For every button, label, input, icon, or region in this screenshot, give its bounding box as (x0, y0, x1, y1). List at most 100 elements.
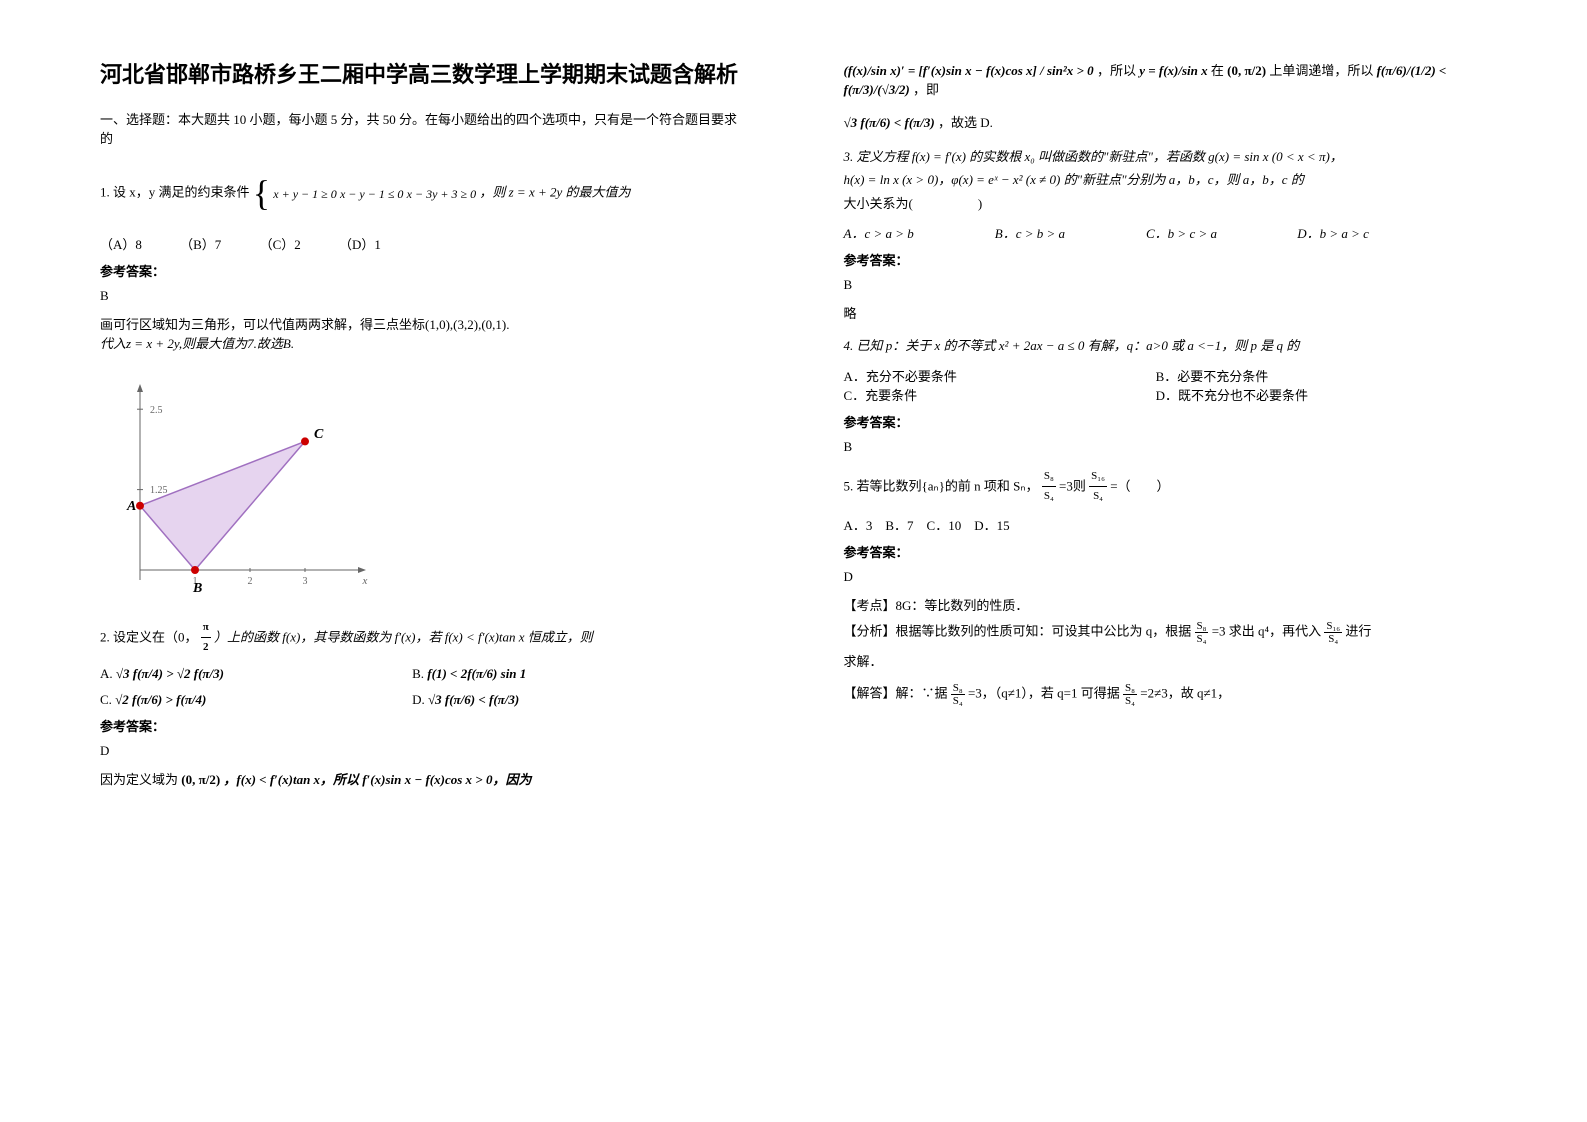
p4-optC: C．充要条件 (844, 385, 1153, 404)
p3-l3: 大小关系为( ) (844, 192, 1488, 215)
p5-f1-num: S₈ (1042, 467, 1056, 488)
p3-l2: h(x) = ln x (x > 0)，φ(x) = eˣ − x² (x ≠ … (844, 168, 1488, 191)
p1-sys3: x − 3y + 3 ≥ 0 (407, 187, 476, 201)
col2-eq2: y = f(x)/sin x (1139, 63, 1207, 78)
p5-fx-f2d: S₄ (1324, 633, 1342, 645)
left-brace-icon: { (253, 173, 270, 213)
optA-label: A. (100, 666, 113, 681)
p5-fx-a: 【分析】根据等比数列的性质可知：可设其中公比为 q，根据 (844, 624, 1192, 639)
p3-answer: B (844, 277, 1488, 293)
section-1-header: 一、选择题：本大题共 10 小题，每小题 5 分，共 50 分。在每小题给出的四… (100, 109, 744, 147)
p5-options: A．3 B．7 C．10 D．15 (844, 515, 1488, 534)
p5-f2-den: S₄ (1089, 487, 1107, 507)
p2-optD: √3 f(π/6) < f(π/3) (428, 692, 519, 707)
p1-optA: （A）8 (100, 234, 142, 253)
col2-choose: ，故选 D. (938, 115, 993, 130)
p1-optD: （D）1 (339, 234, 381, 253)
p5-fenxi: 【分析】根据等比数列的性质可知：可设其中公比为 q，根据 S₈ S₄ =3 求出… (844, 620, 1488, 645)
p5-f2-num: S₁₆ (1089, 467, 1107, 488)
problem-2: 2. 设定义在（0， π2 ）上的函数 f(x)，其导数函数为 f′(x)，若 … (100, 618, 744, 659)
col2-derivation: (f(x)/sin x)′ = [f′(x)sin x − f(x)cos x]… (844, 60, 1488, 98)
svg-text:3: 3 (303, 576, 308, 587)
exam-title: 河北省邯郸市路桥乡王二厢中学高三数学理上学期期末试题含解析 (100, 60, 744, 91)
p2-mid: ）上的函数 f(x)，其导数函数为 f′(x)，若 f(x) < f′(x)ta… (214, 629, 593, 644)
p5-fx-b: =3 求出 q⁴，再代入 (1212, 624, 1321, 639)
p4-answer-label: 参考答案： (844, 412, 1488, 431)
p1-explain2: 代入z = x + 2y,则最大值为7.故选B. (100, 333, 744, 352)
p5-f1-den: S₄ (1042, 487, 1056, 507)
p1-answer: B (100, 288, 744, 304)
col2-t2: 在 (1211, 63, 1224, 78)
p2-optC: √2 f(π/6) > f(π/4) (115, 692, 206, 707)
col2-t1: ，所以 (1097, 63, 1136, 78)
p5-jd-f1d: S₄ (951, 695, 965, 707)
p5-jd-a: 【解答】解：∵据 (844, 686, 948, 701)
p2-answer: D (100, 743, 744, 759)
p5-kaodian: 【考点】8G：等比数列的性质． (844, 595, 1488, 614)
p1-prefix: 1. 设 x，y 满足的约束条件 (100, 184, 250, 199)
p2-answer-label: 参考答案： (100, 716, 744, 735)
problem-5: 5. 若等比数列{aₙ}的前 n 项和 Sₙ， S₈ S₄ =3则 S₁₆ S₄… (844, 467, 1488, 508)
optB-label: B. (412, 666, 424, 681)
p3-l1: 3. 定义方程 f(x) = f′(x) 的实数根 x₀ 叫做函数的"新驻点"，… (844, 145, 1488, 168)
p2-explain: 因为定义域为 (0, π/2) ，f(x) < f′(x)tan x，所以 f′… (100, 769, 744, 788)
svg-text:1.25: 1.25 (150, 485, 168, 496)
col2-conclusion: √3 f(π/6) < f(π/3) ，故选 D. (844, 112, 1488, 131)
p4-options: A．充分不必要条件 B．必要不充分条件 C．充要条件 D．既不充分也不必要条件 (844, 366, 1488, 404)
p4-text: 4. 已知 p：关于 x 的不等式 x² + 2ax − a ≤ 0 有解，q：… (844, 338, 1300, 353)
svg-text:A: A (126, 499, 136, 514)
optC-label: C. (100, 692, 112, 707)
p3-optD: D．b > a > c (1297, 223, 1445, 242)
col2-int: (0, π/2) (1227, 63, 1266, 78)
p2-optA: √3 f(π/4) > √2 f(π/3) (116, 666, 224, 681)
p4-answer: B (844, 439, 1488, 455)
p4-optD: D．既不充分也不必要条件 (1156, 385, 1465, 404)
p3-answer-label: 参考答案： (844, 250, 1488, 269)
p4-optB: B．必要不充分条件 (1156, 366, 1465, 385)
p1-answer-label: 参考答案： (100, 261, 744, 280)
p5-jd-f2d: S₄ (1123, 695, 1137, 707)
p1-optC: （C）2 (260, 234, 301, 253)
svg-text:B: B (192, 581, 202, 596)
problem-1: 1. 设 x，y 满足的约束条件 { x + y − 1 ≥ 0 x − y −… (100, 161, 744, 226)
p1-sys2: x − y − 1 ≤ 0 (340, 187, 403, 201)
p2-optB: f(1) < 2f(π/6) sin 1 (427, 666, 526, 681)
p5-text-c: =（ ） (1110, 478, 1169, 493)
p5-text-b: =3则 (1059, 478, 1086, 493)
p5-jd-c: =2≠3，故 q≠1， (1140, 686, 1230, 701)
problem-3: 3. 定义方程 f(x) = f′(x) 的实数根 x₀ 叫做函数的"新驻点"，… (844, 145, 1488, 215)
p1-optB: （B）7 (180, 234, 221, 253)
problem-4: 4. 已知 p：关于 x 的不等式 x² + 2ax − a ≤ 0 有解，q：… (844, 334, 1488, 357)
p5-jd-f2n: S₈ (1123, 682, 1137, 695)
p3-options: A．c > a > b B．c > b > a C．b > c > a D．b … (844, 223, 1488, 242)
p5-fx-c: 进行 (1345, 624, 1371, 639)
p1-suffix: ，则 z = x + 2y 的最大值为 (479, 184, 630, 199)
col2-final: √3 f(π/6) < f(π/3) (844, 115, 935, 130)
p2-exp-int: (0, π/2) (181, 772, 220, 787)
p5-fx-d: 求解． (844, 651, 1488, 670)
svg-text:2: 2 (248, 576, 253, 587)
p5-text-a: 5. 若等比数列{aₙ}的前 n 项和 Sₙ， (844, 478, 1039, 493)
p5-fx-f1n: S₈ (1195, 620, 1209, 633)
feasible-region-chart: 1 2 3 x 1.25 2.5 A B C (100, 370, 380, 600)
p2-exp-a: 因为定义域为 (100, 772, 178, 787)
col2-eq1: (f(x)/sin x)′ = [f′(x)sin x − f(x)cos x]… (844, 63, 1094, 78)
optD-label: D. (412, 692, 425, 707)
p1-sys1: x + y − 1 ≥ 0 (273, 187, 336, 201)
p5-fx-f1d: S₄ (1195, 633, 1209, 645)
right-column: (f(x)/sin x)′ = [f′(x)sin x − f(x)cos x]… (844, 60, 1488, 788)
p1-options: （A）8 （B）7 （C）2 （D）1 (100, 234, 744, 253)
p5-jieda: 【解答】解：∵据 S₈ S₄ =3，（q≠1），若 q=1 可得据 S₈ S₄ … (844, 682, 1488, 707)
p5-fx-f2n: S₁₆ (1324, 620, 1342, 633)
svg-text:x: x (362, 575, 368, 587)
p3-optB: B．c > b > a (995, 223, 1143, 242)
p1-explain1: 画可行区域知为三角形，可以代值两两求解，得三点坐标(1,0),(3,2),(0,… (100, 314, 744, 333)
p3-explain: 略 (844, 303, 1488, 322)
col2-t3: 上单调递增，所以 (1269, 63, 1373, 78)
p3-optA: A．c > a > b (844, 223, 992, 242)
svg-text:C: C (314, 427, 324, 442)
p5-jd-b: =3，（q≠1），若 q=1 可得据 (968, 686, 1120, 701)
p4-optA: A．充分不必要条件 (844, 366, 1153, 385)
left-column: 河北省邯郸市路桥乡王二厢中学高三数学理上学期期末试题含解析 一、选择题：本大题共… (100, 60, 744, 788)
p2-exp-b: ，f(x) < f′(x)tan x，所以 f′(x)sin x − f(x)c… (223, 772, 531, 787)
